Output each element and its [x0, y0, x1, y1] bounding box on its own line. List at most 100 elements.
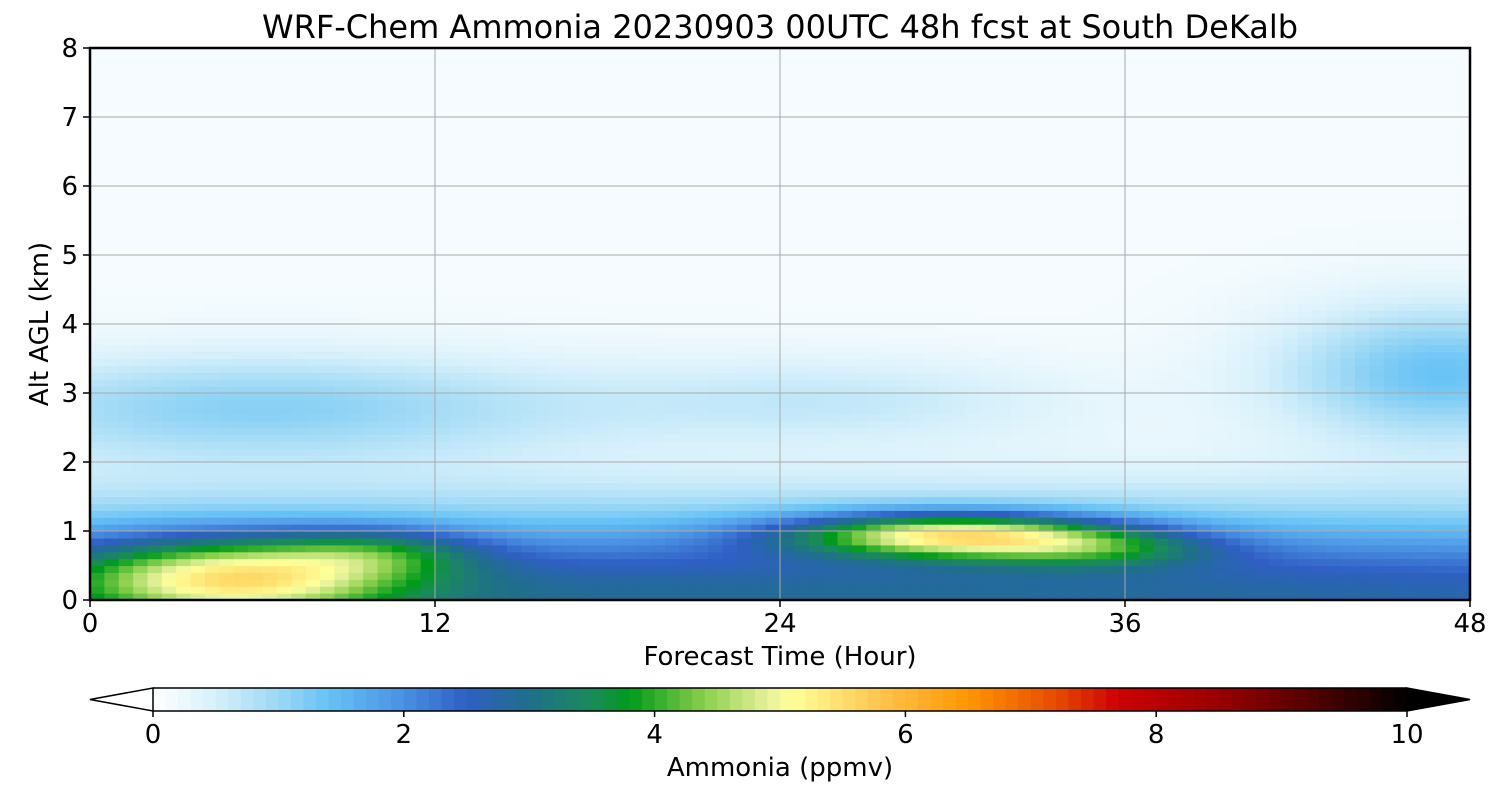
heatmap-cell	[837, 565, 853, 573]
heatmap-cell	[564, 344, 580, 353]
heatmap-cell	[895, 427, 910, 435]
heatmap-cell	[808, 475, 824, 484]
heatmap-cell	[722, 172, 738, 180]
heatmap-cell	[190, 110, 206, 118]
heatmap-cell	[607, 54, 623, 63]
heatmap-cell	[492, 310, 508, 318]
heatmap-cell	[521, 379, 537, 387]
heatmap-cell	[205, 420, 220, 429]
heatmap-cell	[406, 268, 422, 277]
heatmap-cell	[391, 234, 407, 242]
heatmap-cell	[478, 227, 494, 235]
heatmap-cell	[233, 358, 249, 366]
heatmap-cell	[449, 296, 465, 304]
heatmap-cell	[535, 434, 551, 442]
heatmap-cell	[736, 310, 752, 318]
heatmap-cell	[823, 413, 839, 422]
heatmap-cell	[391, 137, 407, 146]
heatmap-cell	[895, 406, 910, 415]
heatmap-cell	[133, 386, 149, 394]
heatmap-cell	[291, 82, 307, 90]
heatmap-cell	[564, 441, 580, 449]
heatmap-cell	[851, 296, 867, 304]
heatmap-cell	[161, 268, 177, 277]
heatmap-cell	[578, 261, 594, 270]
heatmap-cell	[607, 455, 623, 463]
heatmap-cell	[219, 165, 235, 173]
heatmap-cell	[176, 344, 192, 353]
heatmap-cell	[621, 158, 637, 166]
heatmap-cell	[665, 117, 680, 125]
heatmap-cell	[492, 54, 508, 63]
heatmap-cell	[794, 89, 810, 97]
heatmap-cell	[176, 434, 192, 442]
heatmap-cell	[176, 489, 192, 498]
heatmap-cell	[636, 296, 652, 304]
heatmap-cell	[276, 503, 292, 511]
heatmap-cell	[176, 468, 192, 477]
heatmap-cell	[780, 496, 795, 504]
heatmap-cell	[593, 524, 609, 532]
heatmap-cell	[578, 358, 594, 366]
heatmap-cell	[923, 531, 939, 539]
heatmap-cell	[794, 192, 810, 201]
heatmap-cell	[794, 351, 810, 360]
heatmap-cell	[320, 248, 335, 256]
heatmap-cell	[104, 448, 120, 456]
heatmap-cell	[435, 151, 450, 159]
heatmap-cell	[981, 572, 997, 580]
heatmap-cell	[650, 413, 666, 422]
heatmap-cell	[765, 282, 781, 291]
heatmap-cell	[593, 434, 609, 442]
heatmap-cell	[550, 462, 565, 470]
heatmap-cell	[550, 117, 565, 125]
heatmap-cell	[607, 558, 623, 567]
heatmap-cell	[205, 524, 220, 532]
heatmap-cell	[219, 537, 235, 546]
heatmap-cell	[205, 130, 220, 139]
heatmap-cell	[880, 558, 896, 567]
heatmap-cell	[348, 317, 364, 325]
heatmap-cell	[938, 220, 954, 228]
heatmap-cell	[262, 234, 278, 242]
heatmap-cell	[679, 434, 695, 442]
heatmap-cell	[219, 54, 235, 63]
heatmap-cell	[665, 317, 680, 325]
heatmap-cell	[794, 337, 810, 346]
heatmap-cell	[823, 186, 839, 194]
heatmap-cell	[291, 275, 307, 284]
heatmap-cell	[521, 48, 537, 56]
heatmap-cell	[564, 496, 580, 504]
heatmap-cell	[665, 441, 680, 449]
heatmap-cell	[348, 213, 364, 222]
heatmap-cell	[334, 241, 350, 249]
heatmap-cell	[233, 213, 249, 222]
heatmap-cell	[693, 393, 709, 401]
heatmap-cell	[391, 220, 407, 228]
heatmap-cell	[219, 103, 235, 111]
heatmap-cell	[736, 289, 752, 297]
heatmap-cell	[478, 351, 494, 360]
heatmap-cell	[176, 275, 192, 284]
heatmap-cell	[262, 482, 278, 491]
heatmap-cell	[578, 75, 594, 84]
heatmap-cell	[478, 303, 494, 311]
heatmap-cell	[363, 420, 379, 429]
heatmap-cell	[851, 303, 867, 311]
heatmap-cell	[478, 593, 494, 601]
heatmap-cell	[693, 296, 709, 304]
heatmap-cell	[578, 337, 594, 346]
heatmap-cell	[880, 96, 896, 104]
heatmap-cell	[391, 130, 407, 139]
heatmap-cell	[406, 579, 422, 587]
heatmap-cell	[823, 365, 839, 373]
heatmap-cell	[693, 551, 709, 560]
heatmap-cell	[363, 393, 379, 401]
heatmap-cell	[693, 572, 709, 580]
heatmap-cell	[363, 524, 379, 532]
heatmap-cell	[621, 393, 637, 401]
heatmap-cell	[535, 379, 551, 387]
heatmap-cell	[621, 289, 637, 297]
heatmap-cell	[506, 110, 522, 118]
heatmap-cell	[895, 379, 910, 387]
